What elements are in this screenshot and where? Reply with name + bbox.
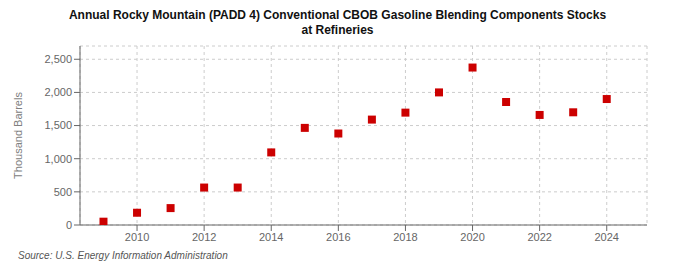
svg-text:2018: 2018	[393, 231, 417, 243]
html-text:at Refineries: at Refineries	[301, 23, 374, 37]
svg-text:1,500: 1,500	[44, 119, 72, 131]
html-text:Source: U.S. Energy Informatio: Source: U.S. Energy Information Administ…	[18, 250, 228, 261]
svg-text:0: 0	[66, 219, 72, 231]
svg-text:500: 500	[54, 186, 72, 198]
svg-text:2024: 2024	[594, 231, 618, 243]
svg-text:1,000: 1,000	[44, 153, 72, 165]
svg-text:2016: 2016	[326, 231, 350, 243]
svg-text:2014: 2014	[259, 231, 283, 243]
svg-text:2020: 2020	[460, 231, 484, 243]
svg-text:Thousand Barrels: Thousand Barrels	[12, 92, 24, 179]
svg-text:2012: 2012	[192, 231, 216, 243]
svg-text:2022: 2022	[527, 231, 551, 243]
svg-text:2,000: 2,000	[44, 86, 72, 98]
html-text:Annual Rocky Mountain (PADD 4): Annual Rocky Mountain (PADD 4) Conventio…	[68, 8, 607, 22]
svg-text:2,500: 2,500	[44, 53, 72, 65]
svg-text:2010: 2010	[125, 231, 149, 243]
